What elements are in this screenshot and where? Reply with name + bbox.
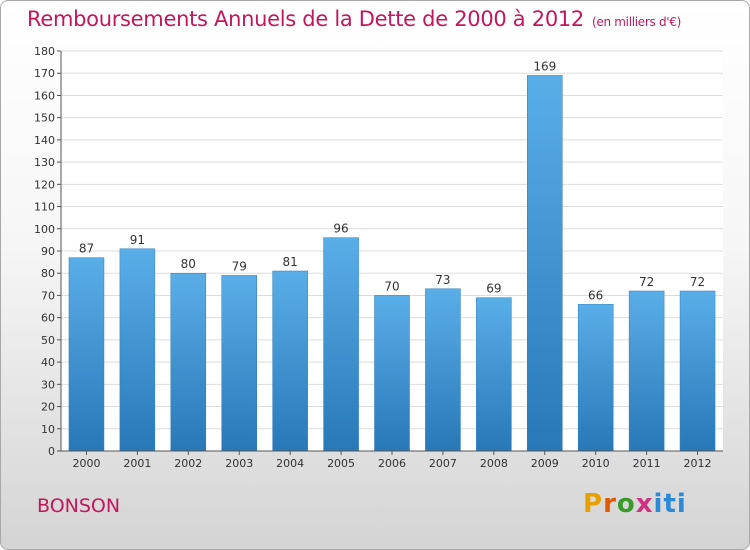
bar-value-label: 73 xyxy=(435,273,450,287)
y-tick-label: 50 xyxy=(41,334,55,347)
y-tick-label: 40 xyxy=(41,356,55,369)
y-tick-label: 150 xyxy=(34,112,55,125)
y-tick-label: 170 xyxy=(34,67,55,80)
logo-letter: o xyxy=(616,489,636,519)
y-tick-label: 110 xyxy=(34,201,55,214)
y-tick-label: 20 xyxy=(41,401,55,414)
chart-unit: (en milliers d'€) xyxy=(592,15,682,29)
x-tick-label: 2010 xyxy=(582,457,610,470)
bar-value-label: 80 xyxy=(181,257,196,271)
y-tick-label: 120 xyxy=(34,178,55,191)
logo-letter: r xyxy=(603,489,617,519)
bar xyxy=(272,270,308,452)
y-tick-label: 160 xyxy=(34,89,55,102)
y-tick-label: 140 xyxy=(34,134,55,147)
bar xyxy=(374,295,410,452)
bar xyxy=(221,275,257,452)
bar-value-label: 72 xyxy=(639,275,654,289)
chart-title-text: Remboursements Annuels de la Dette de 20… xyxy=(27,7,584,31)
logo-letter: P xyxy=(583,489,604,519)
x-tick-label: 2002 xyxy=(174,457,202,470)
bar-value-label: 70 xyxy=(384,279,399,293)
bar xyxy=(170,272,207,452)
logo-letter: t xyxy=(663,489,677,519)
chart-title: Remboursements Annuels de la Dette de 20… xyxy=(27,7,681,31)
y-tick-label: 100 xyxy=(34,223,55,236)
bar-value-label: 87 xyxy=(79,242,94,256)
x-tick-label: 2008 xyxy=(480,457,508,470)
y-tick-label: 180 xyxy=(34,45,55,58)
bar-value-label: 79 xyxy=(232,259,247,273)
y-tick-label: 80 xyxy=(41,267,55,280)
y-tick-label: 30 xyxy=(41,378,55,391)
y-tick-label: 90 xyxy=(41,245,55,258)
bar xyxy=(425,288,461,452)
bar-value-label: 91 xyxy=(130,233,145,247)
x-tick-label: 2011 xyxy=(633,457,661,470)
logo-letter: i xyxy=(676,489,687,519)
y-tick-label: 10 xyxy=(41,423,55,436)
logo-letter: x xyxy=(635,489,654,519)
y-tick-label: 70 xyxy=(41,289,55,302)
bar-value-label: 72 xyxy=(690,275,705,289)
y-tick-label: 0 xyxy=(48,445,55,458)
bar-value-label: 169 xyxy=(533,59,556,73)
bar-value-label: 66 xyxy=(588,288,603,302)
bar xyxy=(527,75,563,452)
proxiti-logo: Proxiti xyxy=(583,489,687,519)
bar-value-label: 96 xyxy=(333,222,348,236)
x-tick-label: 2003 xyxy=(225,457,253,470)
bar-value-label: 81 xyxy=(283,255,298,269)
bar xyxy=(577,304,614,452)
commune-name: BONSON xyxy=(37,495,121,517)
x-tick-label: 2006 xyxy=(378,457,406,470)
x-tick-label: 2007 xyxy=(429,457,457,470)
bar xyxy=(323,237,359,452)
x-tick-label: 2004 xyxy=(276,457,304,470)
bar xyxy=(679,290,716,452)
logo-letter: i xyxy=(653,489,664,519)
bar xyxy=(68,257,105,452)
y-tick-label: 130 xyxy=(34,156,55,169)
x-tick-label: 2000 xyxy=(72,457,100,470)
x-tick-label: 2012 xyxy=(684,457,712,470)
x-tick-label: 2009 xyxy=(531,457,559,470)
x-tick-label: 2005 xyxy=(327,457,355,470)
bar xyxy=(119,248,156,452)
bar xyxy=(628,290,665,452)
bar xyxy=(476,297,512,452)
x-tick-label: 2001 xyxy=(123,457,151,470)
y-tick-label: 60 xyxy=(41,312,55,325)
bar-value-label: 69 xyxy=(486,282,501,296)
